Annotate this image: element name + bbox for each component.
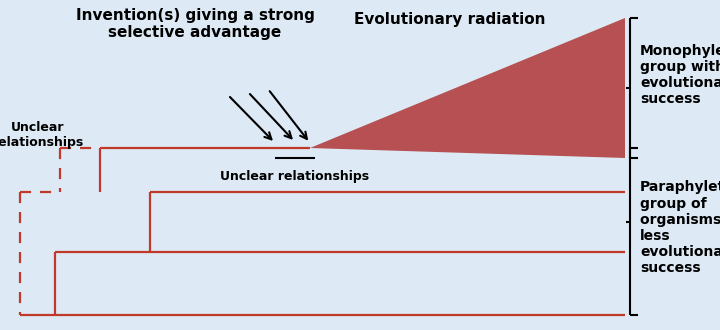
Text: Paraphyletic
group of
organisms with
less
evolutionary
success: Paraphyletic group of organisms with les… (640, 181, 720, 276)
Text: Unclear relationships: Unclear relationships (220, 170, 369, 183)
Text: Monophyletic
group with great
evolutionary
success: Monophyletic group with great evolutiona… (640, 44, 720, 106)
Text: Evolutionary radiation: Evolutionary radiation (354, 12, 546, 27)
Polygon shape (310, 18, 625, 158)
Text: Invention(s) giving a strong
selective advantage: Invention(s) giving a strong selective a… (76, 8, 315, 40)
Text: Unclear
relationships: Unclear relationships (0, 121, 84, 149)
